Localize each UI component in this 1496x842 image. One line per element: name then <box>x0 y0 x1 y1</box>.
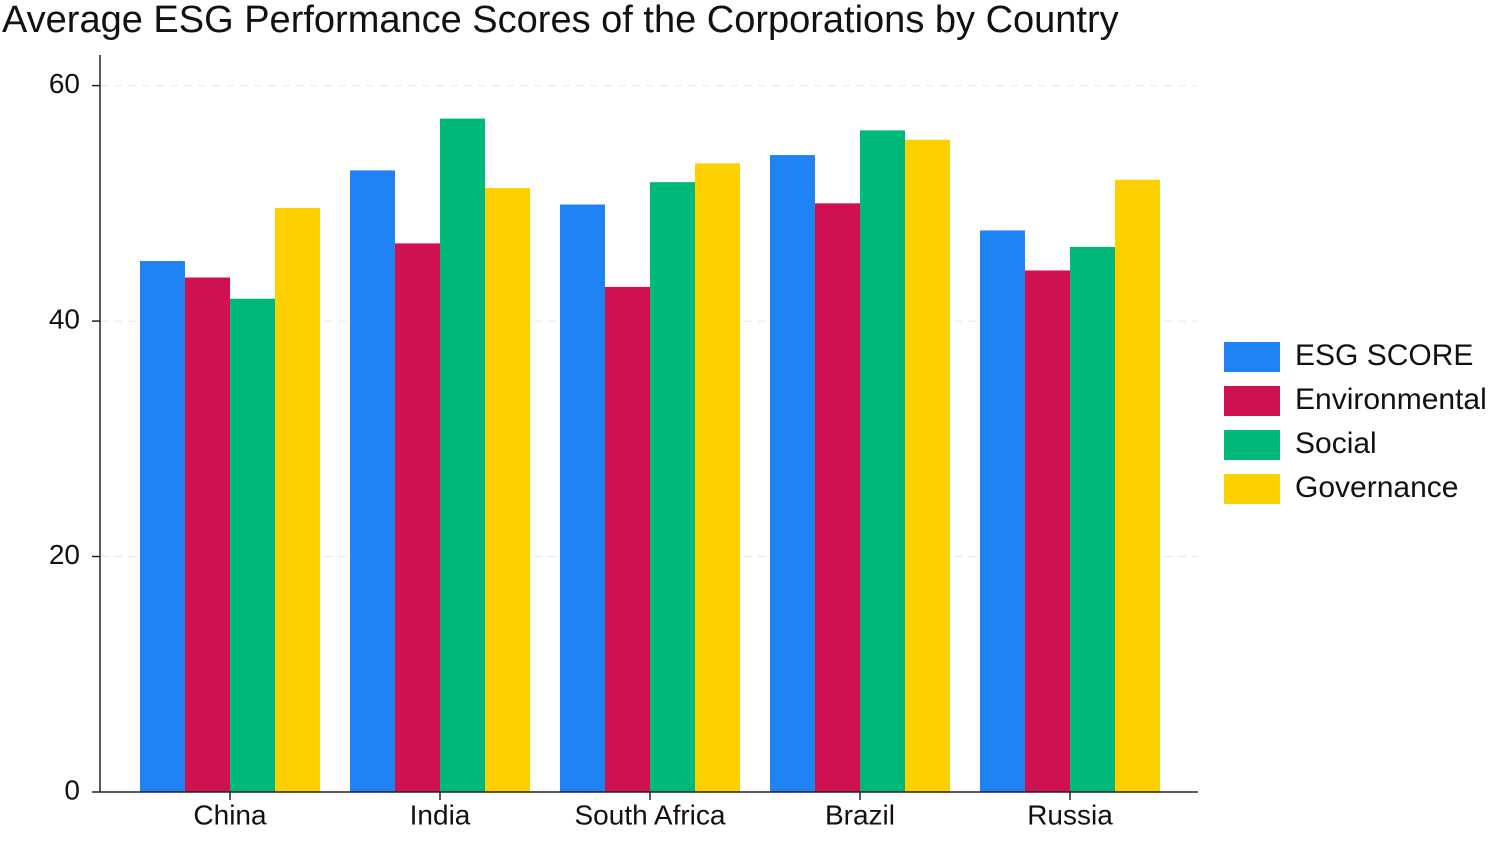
x-tick-label: Brazil <box>825 799 895 830</box>
bar <box>230 298 275 792</box>
legend-label: Social <box>1295 427 1377 460</box>
bar <box>905 139 950 792</box>
bar <box>980 230 1025 793</box>
bar <box>560 204 605 792</box>
bar <box>650 182 695 793</box>
bar <box>1070 246 1115 792</box>
bar <box>350 170 395 792</box>
legend-label: Governance <box>1295 471 1458 504</box>
y-tick-label: 40 <box>49 303 80 334</box>
bar <box>695 163 740 792</box>
x-tick-label: India <box>410 799 471 830</box>
bar <box>140 261 185 792</box>
bar <box>395 243 440 792</box>
y-tick-label: 20 <box>49 539 80 570</box>
bar <box>185 277 230 792</box>
bar <box>605 286 650 792</box>
legend-swatch <box>1224 474 1280 504</box>
bar <box>1025 270 1070 793</box>
x-tick-label: South Africa <box>575 799 726 830</box>
chart-title: Average ESG Performance Scores of the Co… <box>2 0 1119 41</box>
legend-label: ESG SCORE <box>1295 339 1473 372</box>
y-tick-label: 0 <box>64 774 80 805</box>
legend-swatch <box>1224 430 1280 460</box>
bar <box>860 130 905 792</box>
bar <box>275 208 320 792</box>
y-tick-label: 60 <box>49 68 80 99</box>
legend-swatch <box>1224 386 1280 416</box>
x-tick-label: China <box>193 799 267 830</box>
bar <box>440 118 485 793</box>
x-tick-label: Russia <box>1027 799 1113 830</box>
legend-label: Environmental <box>1295 383 1487 416</box>
bar <box>770 155 815 792</box>
bar <box>485 188 530 792</box>
bar <box>815 203 860 792</box>
bar <box>1115 179 1160 792</box>
legend-swatch <box>1224 342 1280 372</box>
